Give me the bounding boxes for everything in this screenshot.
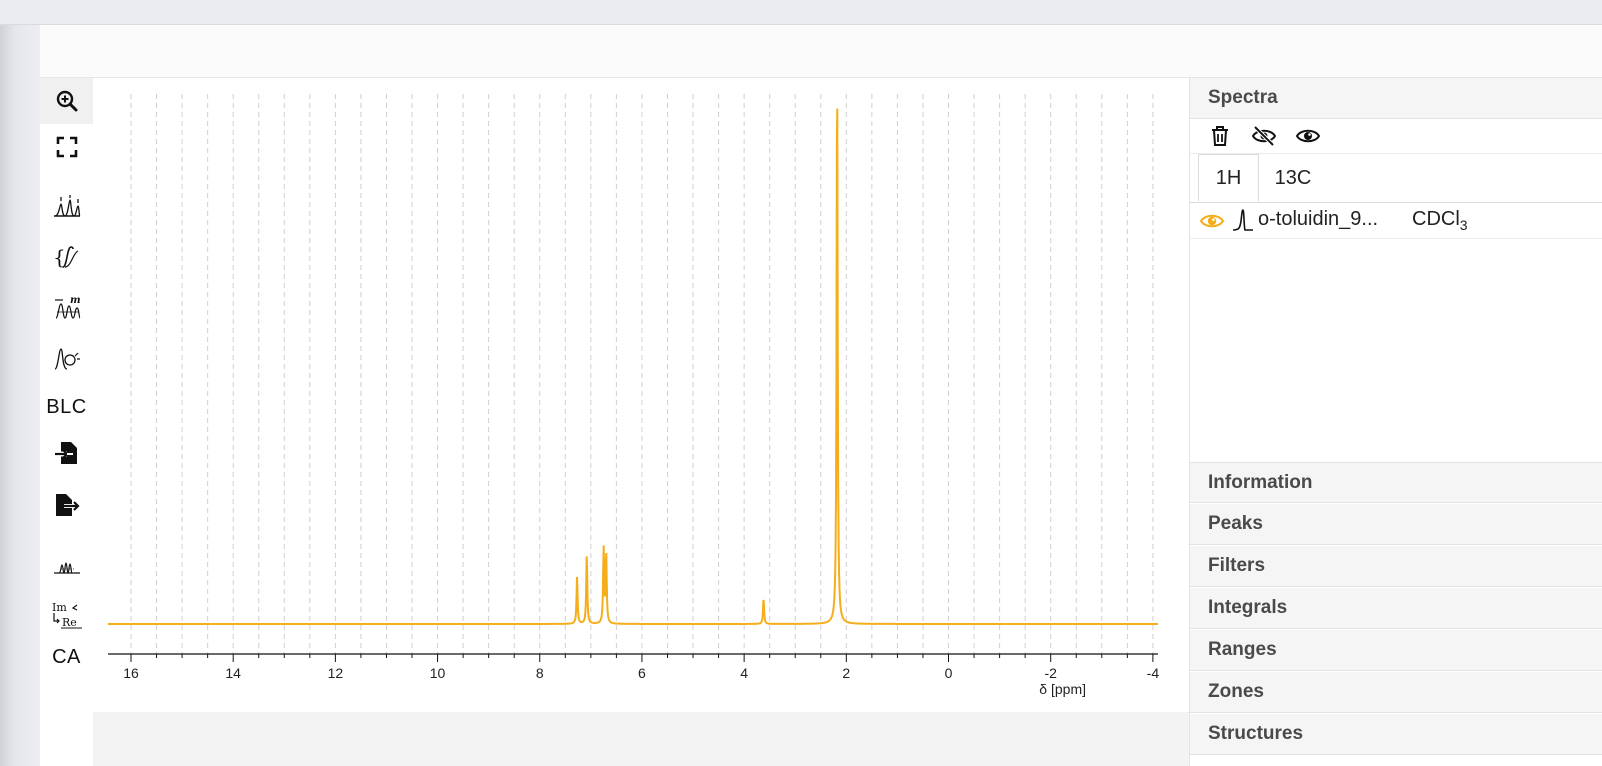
x-tick-label: 12 — [328, 665, 344, 681]
export-icon[interactable] — [40, 482, 93, 528]
right-panel: Spectra 1H 13C — [1189, 78, 1602, 766]
structures-label: Structures — [1208, 723, 1304, 744]
nucleus-tabs: 1H 13C — [1190, 154, 1602, 203]
spectrum-name: o-toluidin_9... — [1258, 208, 1379, 230]
solvent-base: CDCl — [1412, 208, 1460, 230]
spectrum-solvent: CDCl3 — [1412, 208, 1468, 233]
spectrum-chart[interactable]: 16 14 12 10 8 6 4 2 0 -2 -4 δ [ppm] — [93, 78, 1215, 712]
browser-top-bar — [0, 0, 1602, 25]
show-all-icon[interactable] — [1295, 124, 1321, 148]
spectrum-svg: 16 14 12 10 8 6 4 2 0 -2 -4 δ [ppm] — [108, 94, 1159, 697]
left-toolbar: { m BLC Im Re CA — [40, 78, 93, 766]
x-tick-label: 16 — [123, 665, 139, 681]
x-axis-ticks: 16 14 12 10 8 6 4 2 0 -2 -4 — [123, 654, 1159, 681]
delete-icon[interactable] — [1208, 124, 1232, 148]
integral-icon[interactable]: { — [40, 234, 93, 280]
blc-label: BLC — [46, 395, 87, 418]
information-panel-header[interactable]: Information — [1190, 462, 1602, 503]
svg-text:m: m — [70, 295, 81, 306]
tab-1h[interactable]: 1H — [1198, 154, 1259, 202]
x-tick-label: 4 — [740, 665, 748, 681]
spectrum-type-icon — [1232, 207, 1254, 238]
x-tick-label: 8 — [536, 665, 544, 681]
peak-picking-icon[interactable] — [40, 184, 93, 230]
svg-text:Re: Re — [62, 616, 77, 629]
tab-13c-label: 13C — [1274, 166, 1312, 189]
ranges-label: Ranges — [1208, 639, 1277, 660]
x-tick-label: 6 — [638, 665, 646, 681]
x-tick-label: -2 — [1044, 665, 1057, 681]
svg-text:{: { — [53, 245, 66, 269]
integrals-label: Integrals — [1208, 597, 1288, 618]
window-edge — [0, 0, 40, 766]
multiplet-icon[interactable]: m — [40, 285, 93, 331]
structures-panel-header[interactable]: Structures — [1190, 714, 1602, 755]
visibility-eye-icon[interactable] — [1199, 211, 1225, 236]
spectra-toolbar — [1190, 119, 1602, 154]
peaks-panel-header[interactable]: Peaks — [1190, 504, 1602, 545]
svg-text:Im: Im — [52, 601, 67, 614]
spectra-panel-header[interactable]: Spectra — [1190, 78, 1602, 119]
ca-label: CA — [52, 645, 81, 668]
phase-correction-icon[interactable] — [40, 336, 93, 382]
x-axis-label: δ [ppm] — [1039, 681, 1086, 697]
information-label: Information — [1208, 471, 1313, 493]
x-tick-label: 2 — [842, 665, 850, 681]
spectrum-list-item[interactable]: o-toluidin_9... CDCl3 — [1190, 202, 1602, 239]
x-tick-label: 0 — [945, 665, 953, 681]
tab-13c[interactable]: 13C — [1260, 154, 1326, 202]
real-imaginary-icon[interactable]: Im Re — [40, 592, 93, 638]
chart-grid — [130, 94, 1154, 654]
app-header — [40, 25, 1602, 78]
spectrum-stack-icon[interactable] — [40, 542, 93, 588]
baseline-correction-button[interactable]: BLC — [40, 384, 93, 430]
solvent-subscript: 3 — [1459, 217, 1468, 233]
spectra-title: Spectra — [1208, 87, 1278, 108]
x-tick-label: -4 — [1147, 665, 1160, 681]
peaks-label: Peaks — [1208, 513, 1263, 534]
auto-assignment-button[interactable]: CA — [40, 634, 93, 680]
nmr-app: { m BLC Im Re CA 16 14 1 — [40, 25, 1602, 766]
x-tick-label: 10 — [430, 665, 446, 681]
hide-all-icon[interactable] — [1251, 124, 1277, 148]
zoom-in-icon[interactable] — [40, 78, 93, 124]
tab-1h-label: 1H — [1215, 166, 1242, 189]
x-tick-label: 14 — [225, 665, 241, 681]
spectrum-line — [108, 108, 1158, 625]
ranges-panel-header[interactable]: Ranges — [1190, 630, 1602, 671]
fullscreen-icon[interactable] — [40, 124, 93, 170]
filters-panel-header[interactable]: Filters — [1190, 546, 1602, 587]
chart-footer — [93, 712, 1215, 766]
zones-label: Zones — [1208, 681, 1264, 702]
filters-label: Filters — [1208, 555, 1266, 576]
import-icon[interactable] — [40, 430, 93, 476]
integrals-panel-header[interactable]: Integrals — [1190, 588, 1602, 629]
zones-panel-header[interactable]: Zones — [1190, 672, 1602, 713]
